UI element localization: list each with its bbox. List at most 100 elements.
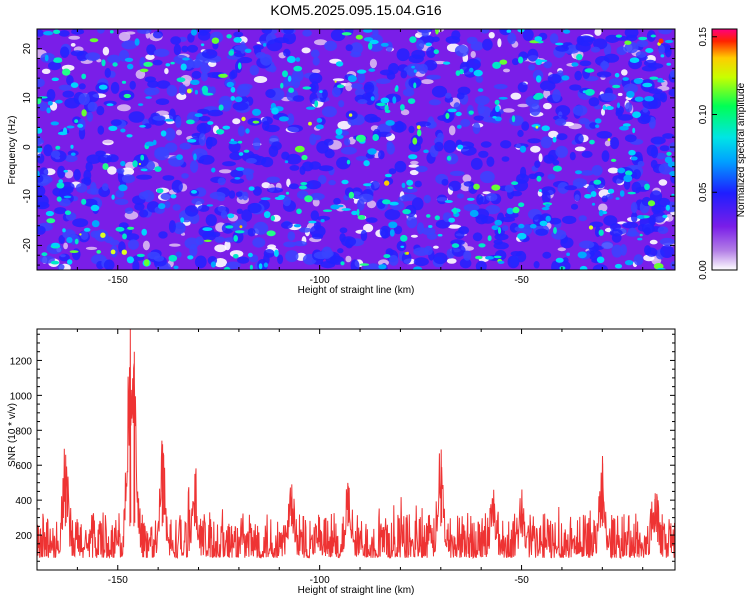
- heat-mid-cell: [97, 29, 105, 34]
- heat-mid-cell: [437, 132, 444, 142]
- heat-high-cell: [218, 73, 228, 78]
- heat-mid-cell: [312, 56, 320, 66]
- heat-high-cell: [258, 263, 263, 270]
- heat-low-cell: [102, 140, 113, 144]
- heat-mid-cell: [318, 165, 334, 172]
- heat-mid-cell: [398, 196, 411, 202]
- heat-mid-cell: [600, 61, 610, 69]
- heat-mid-cell: [57, 263, 65, 270]
- heat-mid-cell: [230, 169, 244, 178]
- heat-high-cell: [234, 96, 243, 103]
- heat-high-cell: [622, 123, 631, 127]
- x-tick-label: -50: [514, 575, 529, 586]
- heat-high-cell: [456, 124, 462, 129]
- heat-high-cell: [202, 227, 213, 232]
- heat-mid-cell: [37, 225, 46, 235]
- heat-high-cell: [632, 127, 636, 134]
- heat-mid-cell: [494, 233, 509, 241]
- y-tick-label: 200: [15, 531, 32, 542]
- heat-low-cell: [85, 246, 98, 250]
- heat-mid-cell: [153, 48, 170, 57]
- heat-mid-cell: [423, 194, 431, 204]
- spectrogram-axes: -150 -100 -50 20 10 0 -10 -20: [22, 28, 675, 286]
- heat-high-cell: [664, 156, 673, 164]
- heat-high-cell: [494, 219, 503, 226]
- heat-high-cell: [222, 125, 231, 130]
- heat-mid-cell: [517, 82, 528, 93]
- heat-mid-cell: [360, 229, 368, 242]
- heat-mid-cell: [197, 204, 210, 212]
- heat-mid-cell: [436, 194, 448, 205]
- heat-high-cell: [190, 29, 198, 36]
- heat-high-cell: [37, 127, 43, 134]
- heat-high-cell: [51, 77, 59, 82]
- heat-high-cell: [77, 123, 84, 128]
- heat-mid-cell: [155, 98, 170, 105]
- heat-high-cell: [363, 183, 372, 187]
- heat-mid-cell: [555, 145, 568, 158]
- colorbar-label: Normalized spectral amplitude: [736, 82, 747, 217]
- heat-low-cell: [253, 76, 268, 83]
- heat-high-cell: [286, 55, 296, 64]
- heat-mid-cell: [235, 191, 243, 197]
- heat-mid-cell: [86, 154, 101, 164]
- heat-high-cell: [244, 48, 252, 53]
- heat-low-cell: [107, 166, 117, 175]
- heat-mid-cell: [309, 72, 323, 84]
- heat-high-cell: [165, 63, 171, 67]
- heat-high-cell: [519, 145, 527, 153]
- heat-mid-cell: [281, 221, 293, 229]
- heat-high-cell: [356, 209, 360, 216]
- heat-mid-cell: [480, 141, 492, 148]
- heat-mid-cell: [225, 261, 241, 270]
- heat-high-cell: [498, 96, 508, 100]
- heat-mid-cell: [201, 49, 218, 59]
- heat-mid-cell: [288, 183, 299, 190]
- heat-mid-cell: [292, 95, 305, 102]
- heat-mid-cell: [121, 40, 138, 50]
- heat-high-cell: [459, 68, 464, 75]
- heat-high-cell: [53, 58, 63, 63]
- heat-high-cell: [226, 81, 234, 88]
- heat-mid-cell: [313, 251, 329, 260]
- heat-mid-cell: [321, 106, 337, 118]
- heat-mid-cell: [252, 155, 267, 166]
- heat-low-cell: [538, 153, 543, 163]
- heat-mid-cell: [493, 83, 508, 90]
- heat-mid-cell: [169, 108, 176, 122]
- heat-high-cell: [41, 252, 48, 257]
- heat-high-cell: [644, 183, 650, 190]
- heat-mid-cell: [529, 103, 541, 116]
- heat-low-cell: [214, 244, 227, 253]
- heat-high-cell: [511, 115, 516, 123]
- heat-high-cell: [506, 207, 514, 215]
- heat-mid-cell: [377, 123, 392, 134]
- heat-low-cell: [410, 160, 419, 165]
- heat-mid-cell: [396, 48, 410, 62]
- heat-high-cell: [491, 184, 501, 191]
- heat-mid-cell: [579, 60, 592, 67]
- heat-high-cell: [591, 202, 596, 206]
- heat-high-cell: [370, 96, 375, 101]
- heat-mid-cell: [230, 222, 240, 232]
- heat-high-cell: [81, 198, 87, 205]
- heat-mid-cell: [78, 93, 90, 106]
- heat-high-cell: [536, 75, 542, 83]
- heat-low-cell: [118, 31, 131, 42]
- heat-high-cell: [316, 118, 323, 123]
- heat-high-cell: [156, 188, 164, 194]
- heat-mid-cell: [48, 61, 62, 71]
- heat-low-cell: [363, 223, 374, 233]
- spectrogram-x-label: Height of straight line (km): [298, 285, 415, 296]
- heat-mid-cell: [282, 79, 289, 88]
- heat-high-cell: [108, 125, 118, 131]
- heat-high-cell: [127, 226, 135, 230]
- heat-high-cell: [536, 175, 542, 182]
- heat-low-cell: [102, 46, 110, 56]
- heat-mid-cell: [287, 231, 296, 241]
- heat-high-cell: [517, 29, 525, 33]
- heat-mid-cell: [341, 236, 357, 247]
- heat-high-cell: [664, 39, 674, 44]
- heat-mid-cell: [378, 150, 385, 160]
- heat-low-cell: [410, 234, 418, 238]
